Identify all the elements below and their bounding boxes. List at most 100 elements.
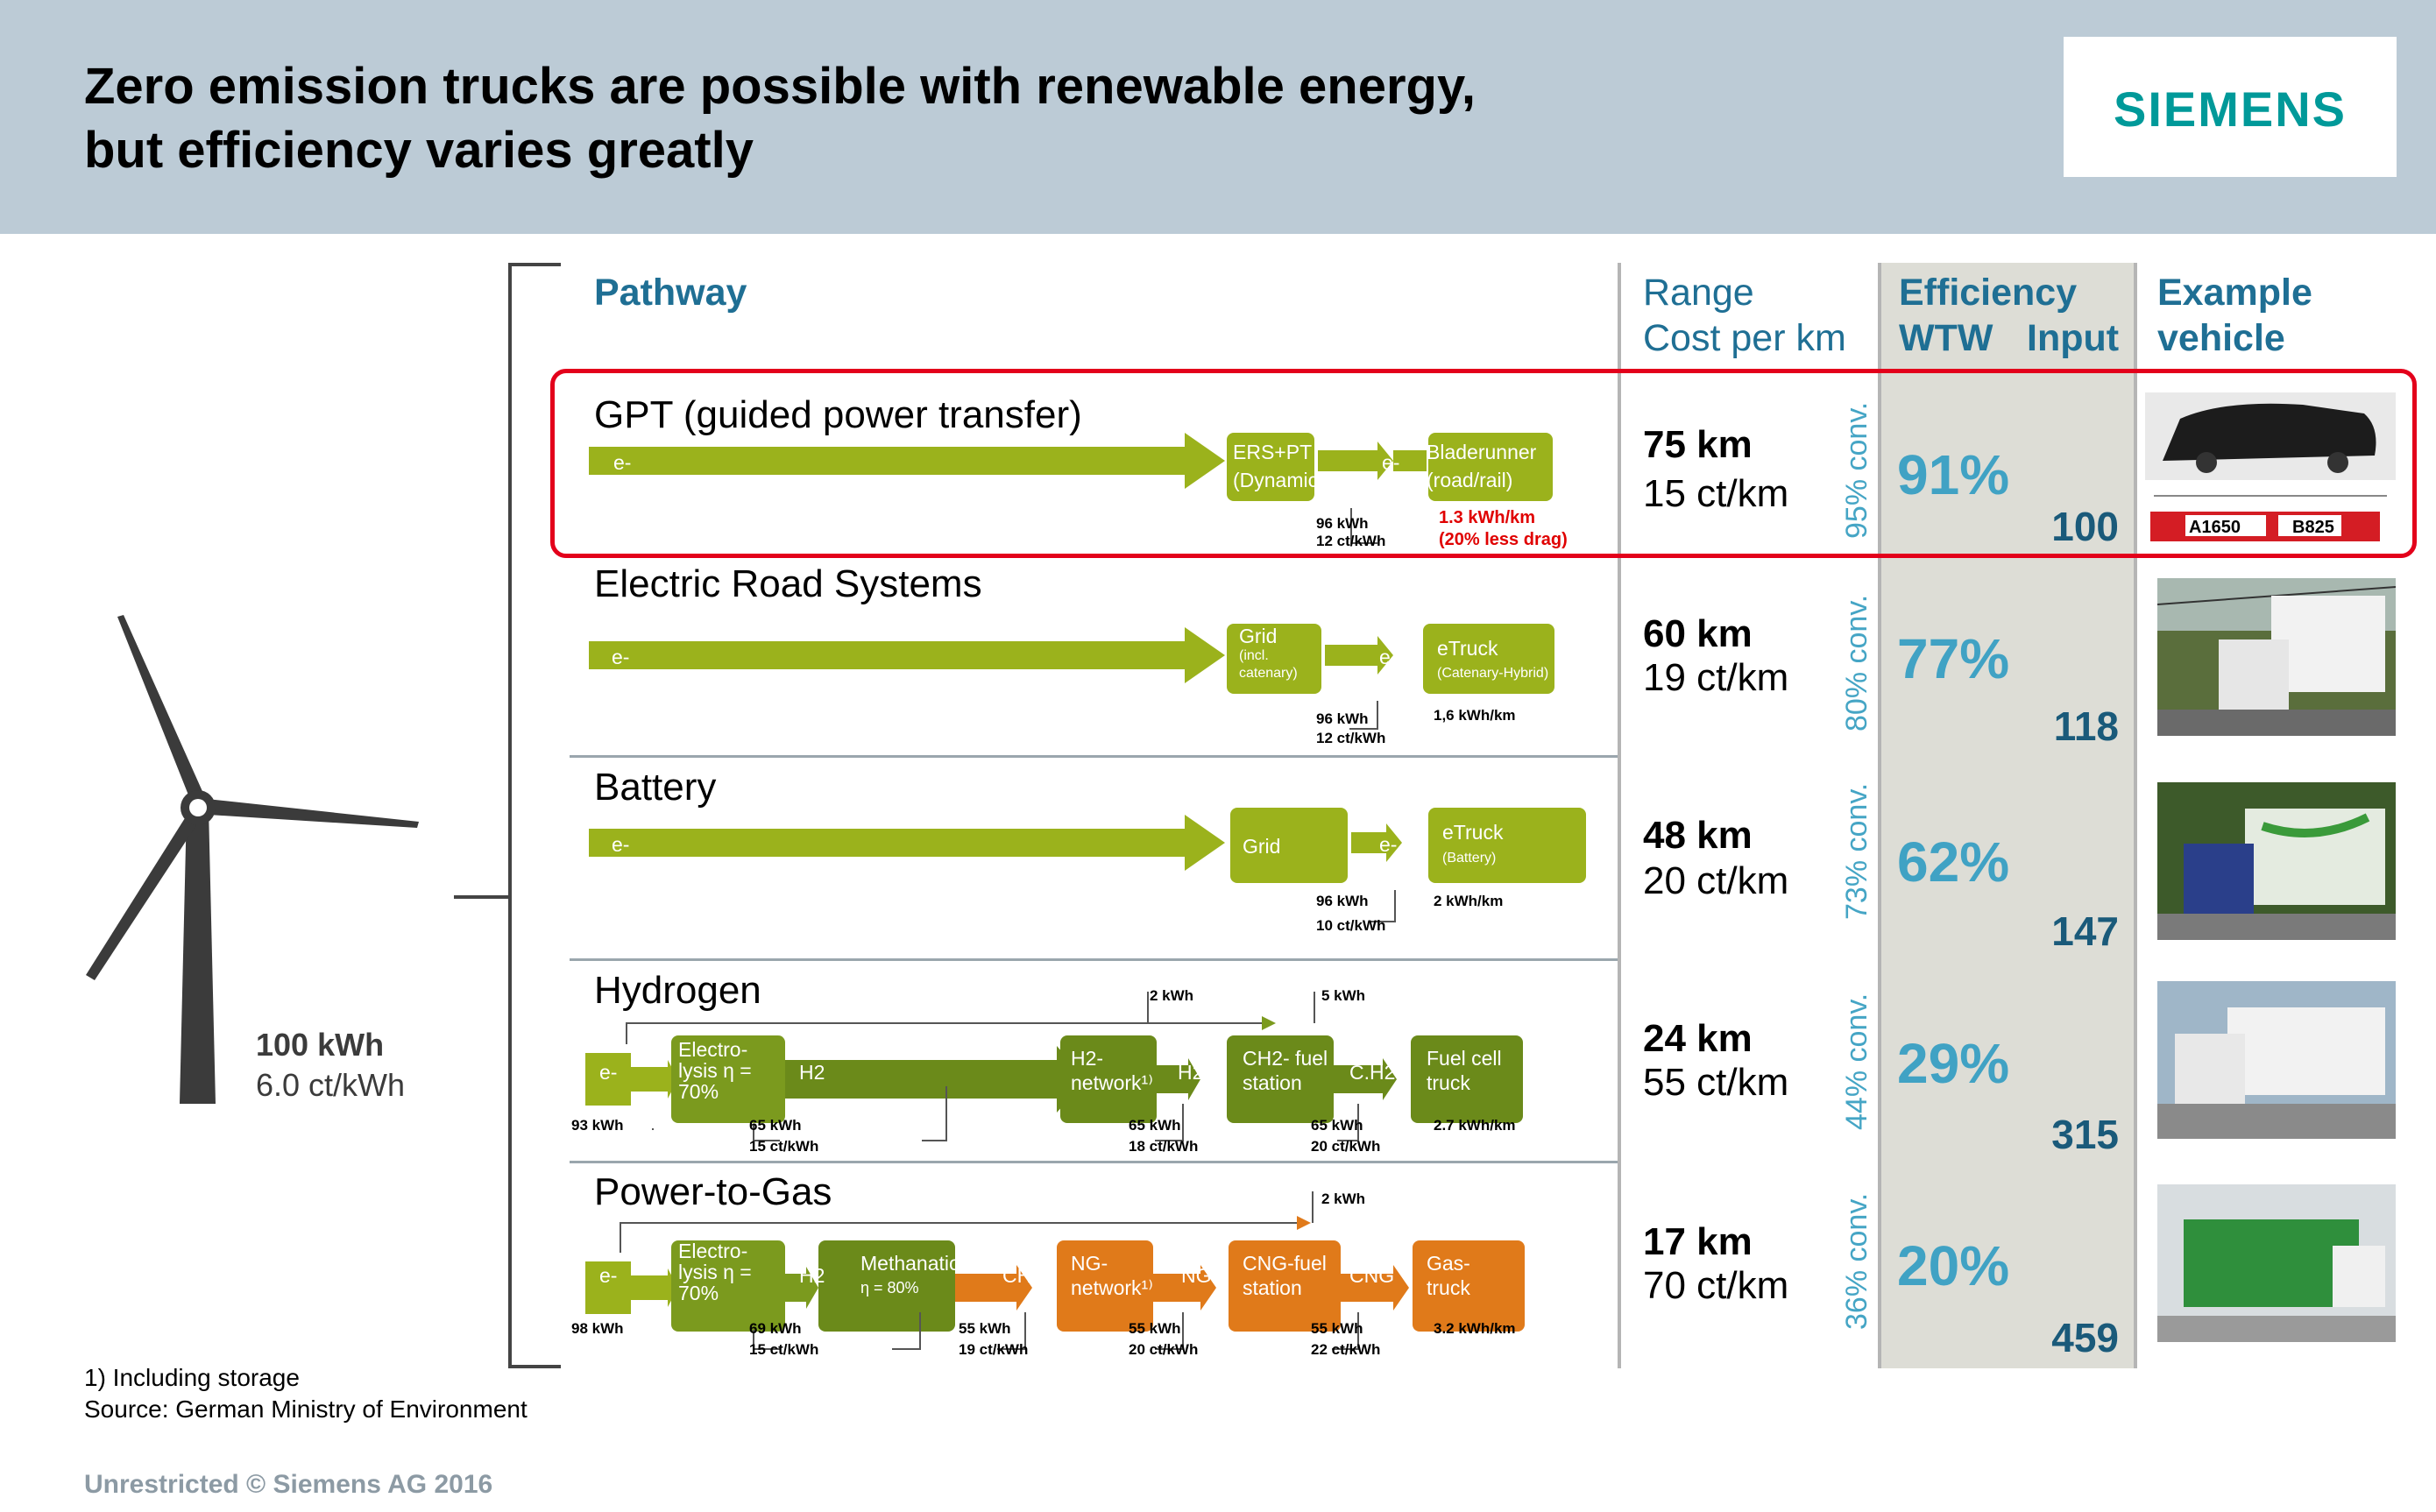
- hyd-k2: 65 kWh: [1129, 1117, 1181, 1134]
- ers-box1: Grid: [1239, 625, 1278, 647]
- hyd-c2: H2: [1178, 1061, 1204, 1084]
- page-title: Zero emission trucks are possible with r…: [84, 54, 1476, 182]
- source-price: 6.0 ct/kWh: [256, 1067, 406, 1103]
- gpt-use2: (20% less drag): [1439, 530, 1568, 549]
- highlight-frame: [550, 369, 2417, 558]
- hyd-b1c: 70%: [678, 1080, 719, 1103]
- hyd-b4: Fuel cell: [1427, 1047, 1502, 1070]
- ptg-conv: 36% conv.: [1840, 1192, 1873, 1330]
- ptg-k4c: 22 ct/kWh: [1311, 1341, 1381, 1358]
- ptg-b4: CNG-fuel: [1243, 1252, 1327, 1275]
- ptg-range: 17 km: [1643, 1220, 1753, 1263]
- ers-box2: eTruck: [1437, 637, 1498, 660]
- gpt-cost: 15 ct/km: [1643, 472, 1789, 515]
- col-range: Range: [1643, 272, 1754, 314]
- row-title-battery: Battery: [594, 766, 717, 809]
- gpt-in-ct: 12 ct/kWh: [1316, 533, 1386, 549]
- col-input: Input: [2027, 317, 2120, 359]
- ptg-k1c: 15 ct/kWh: [749, 1341, 819, 1358]
- ers-cost: 19 ct/km: [1643, 656, 1789, 699]
- hyd-c3: C.H2: [1349, 1061, 1396, 1084]
- hydrogen-wtw: 29%: [1897, 1032, 2010, 1095]
- ptg-k3c: 20 ct/kWh: [1129, 1341, 1199, 1358]
- col-example-1: Example: [2157, 272, 2312, 314]
- ptg-b5b: truck: [1427, 1276, 1470, 1299]
- ptg-k2c: 19 ct/kWh: [959, 1341, 1029, 1358]
- source-energy: 100 kWh: [256, 1027, 385, 1063]
- battery-conv: 73% conv.: [1840, 782, 1873, 920]
- ptg-b3b: network¹⁾: [1071, 1276, 1153, 1299]
- flow-gpt: [589, 433, 1553, 544]
- vehicle-image-battery: [2157, 782, 2396, 940]
- gpt-wtw: 91%: [1897, 443, 2010, 506]
- hyd-k3c: 20 ct/kWh: [1311, 1138, 1381, 1155]
- battery-use1: 2 kWh/km: [1434, 893, 1504, 909]
- battery-cost: 20 ct/km: [1643, 859, 1789, 902]
- hyd-aux1: 2 kWh: [1150, 987, 1194, 1004]
- battery-wtw: 62%: [1897, 830, 2010, 894]
- ptg-k4: 55 kWh: [1311, 1320, 1363, 1337]
- row-title-ers: Electric Road Systems: [594, 562, 982, 605]
- efficiency-column-bg: [1880, 263, 2134, 1368]
- col-example-2: vehicle: [2157, 317, 2285, 359]
- col-wtw: WTW: [1899, 317, 1993, 359]
- ers-carrier2: e-: [1379, 646, 1398, 668]
- hydrogen-range: 24 km: [1643, 1017, 1753, 1060]
- footnote-storage: 1) Including storage: [84, 1364, 300, 1391]
- battery-in-kwh: 96 kWh: [1316, 893, 1369, 909]
- pathway-bracket: [454, 263, 561, 1368]
- ptg-b1b: lysis η =: [678, 1261, 752, 1283]
- ers-box1c: catenary): [1239, 666, 1298, 681]
- hyd-b3b: station: [1243, 1071, 1302, 1094]
- gpt-in-kwh: 96 kWh: [1316, 515, 1369, 532]
- battery-in-ct: 10 ct/kWh: [1316, 917, 1386, 934]
- ptg-input: 459: [2051, 1315, 2119, 1360]
- hyd-b1b: lysis η =: [678, 1059, 752, 1082]
- ers-conv: 80% conv.: [1840, 594, 1873, 731]
- row-separator: [570, 958, 1618, 961]
- flow-battery: [589, 808, 1586, 922]
- ptg-cost: 70 ct/km: [1643, 1264, 1789, 1307]
- row-title-ptg: Power-to-Gas: [594, 1170, 832, 1213]
- ptg-c2: CH4: [1002, 1264, 1044, 1287]
- ers-in-ct: 12 ct/kWh: [1316, 730, 1386, 746]
- gpt-box2: Bladerunner: [1427, 441, 1537, 463]
- hyd-k1: 65 kWh: [749, 1117, 802, 1134]
- hyd-b2b: network¹⁾: [1071, 1071, 1153, 1094]
- flow-hydrogen: [585, 992, 1523, 1141]
- gpt-box2b: (road/rail): [1427, 469, 1513, 491]
- vehicle-image-gpt: A1650 B825: [2145, 392, 2396, 552]
- battery-carrier2: e-: [1379, 833, 1398, 856]
- ers-box1b: (incl.: [1239, 648, 1269, 663]
- siemens-logo: SIEMENS: [2064, 37, 2397, 177]
- hyd-b2: H2-: [1071, 1047, 1104, 1070]
- ptg-b1: Electro-: [678, 1240, 748, 1262]
- hyd-k4: 2.7 kWh/km: [1434, 1117, 1516, 1134]
- ptg-b1c: 70%: [678, 1282, 719, 1304]
- vehicle-image-hydrogen: [2157, 981, 2396, 1139]
- ptg-b4b: station: [1243, 1276, 1302, 1299]
- ptg-c3: NG: [1181, 1264, 1212, 1287]
- ers-use1: 1,6 kWh/km: [1434, 707, 1516, 724]
- hyd-carrier: e-: [599, 1061, 618, 1084]
- hyd-k0: 93 kWh: [571, 1117, 624, 1134]
- row-separator: [570, 1161, 1618, 1163]
- hyd-b1: Electro-: [678, 1038, 748, 1061]
- gpt-use1: 1.3 kWh/km: [1439, 508, 1536, 527]
- flow-ers: [589, 624, 1554, 730]
- ers-carrier: e-: [612, 646, 630, 668]
- ptg-c4: CNG: [1349, 1264, 1395, 1287]
- divider-range: [1618, 263, 1621, 1368]
- ptg-k1: 69 kWh: [749, 1320, 802, 1337]
- divider-example: [2134, 263, 2137, 1368]
- hyd-b4b: truck: [1427, 1071, 1470, 1094]
- ers-input: 118: [2053, 703, 2119, 749]
- gpt-carrier: e-: [613, 451, 632, 474]
- ers-in-kwh: 96 kWh: [1316, 710, 1369, 727]
- ptg-k0: 98 kWh: [571, 1320, 624, 1337]
- hyd-c1: H2: [799, 1061, 825, 1084]
- gpt-input: 100: [2051, 504, 2119, 549]
- battery-box2b: (Battery): [1442, 851, 1497, 866]
- gpt-box1b: (Dynamic): [1233, 469, 1325, 491]
- ptg-wtw: 20%: [1897, 1234, 2010, 1297]
